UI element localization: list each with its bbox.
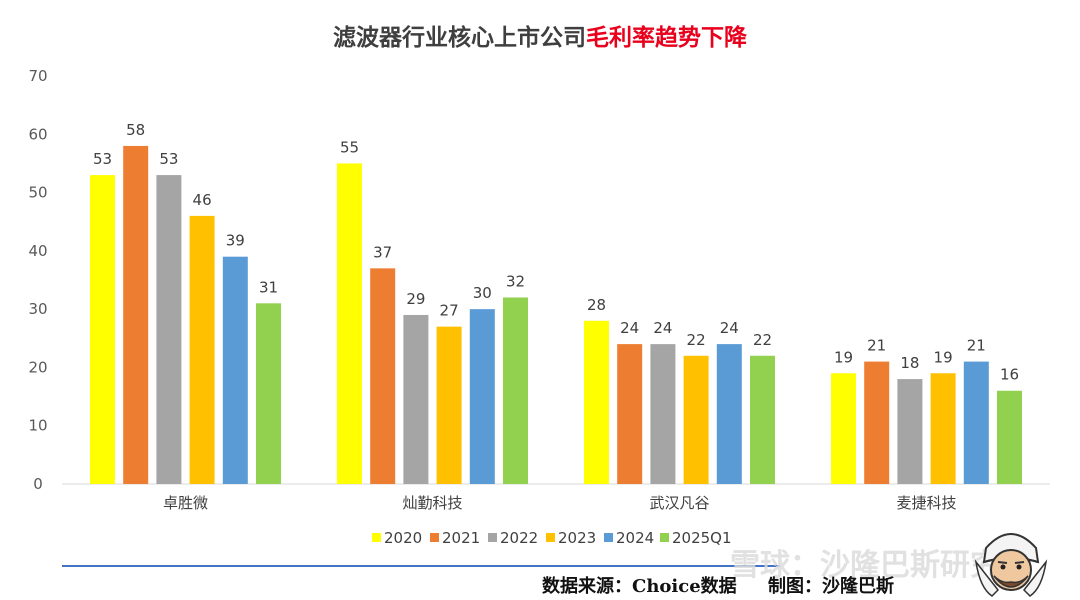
data-label: 46 bbox=[193, 191, 212, 209]
bar bbox=[831, 373, 856, 484]
bar bbox=[156, 175, 182, 485]
data-label: 21 bbox=[967, 337, 986, 355]
data-label: 31 bbox=[259, 278, 278, 296]
data-source-note: 数据来源：Choice数据 制图：沙隆巴斯 bbox=[542, 576, 895, 597]
y-tick-label: 50 bbox=[28, 184, 47, 202]
chart-title-main: 滤波器行业核心上市公司 bbox=[333, 24, 586, 51]
legend-swatch bbox=[604, 533, 613, 542]
bar bbox=[584, 320, 609, 484]
legend-swatch bbox=[546, 533, 555, 542]
legend-label: 2022 bbox=[500, 529, 538, 547]
y-tick-label: 10 bbox=[28, 417, 47, 435]
bar bbox=[189, 215, 215, 484]
y-tick-label: 0 bbox=[33, 475, 43, 493]
legend-swatch bbox=[372, 533, 381, 542]
data-label: 24 bbox=[620, 319, 639, 337]
data-label: 19 bbox=[834, 348, 853, 366]
data-label: 22 bbox=[687, 331, 706, 349]
data-label: 24 bbox=[653, 319, 672, 337]
bar bbox=[716, 344, 742, 484]
data-label: 21 bbox=[867, 337, 886, 355]
data-label: 32 bbox=[506, 272, 525, 290]
bar bbox=[403, 314, 429, 484]
data-label: 27 bbox=[440, 302, 459, 320]
footer-divider bbox=[62, 565, 780, 567]
bar bbox=[469, 309, 495, 484]
y-tick-label: 20 bbox=[28, 358, 47, 376]
bar bbox=[256, 303, 281, 484]
legend-label: 2020 bbox=[384, 529, 422, 547]
y-tick-label: 70 bbox=[28, 67, 47, 85]
bar bbox=[370, 268, 396, 484]
data-label: 28 bbox=[587, 296, 606, 314]
data-label: 19 bbox=[934, 348, 953, 366]
data-label: 55 bbox=[340, 138, 359, 156]
data-label: 39 bbox=[226, 232, 245, 250]
x-tick-label: 武汉凡谷 bbox=[649, 494, 709, 512]
watermark: 雪球：沙隆巴斯研究 bbox=[730, 548, 1000, 583]
data-label: 30 bbox=[473, 284, 492, 302]
data-label: 37 bbox=[373, 243, 392, 261]
bar-chart: 0 10 20 30 40 50 60 70 53 58 53 46 39 31 卓胜微 55 37 29 27 30… bbox=[28, 67, 1050, 547]
bar bbox=[337, 163, 362, 484]
y-tick-label: 60 bbox=[28, 125, 47, 143]
legend-label: 2024 bbox=[616, 529, 654, 547]
bar bbox=[963, 361, 989, 484]
bar bbox=[123, 145, 149, 484]
chart-title: 滤波器行业核心上市公司毛利率趋势下降 bbox=[0, 18, 1080, 52]
bar bbox=[897, 379, 923, 484]
bar bbox=[650, 344, 676, 484]
data-label: 18 bbox=[900, 354, 919, 372]
bar bbox=[750, 355, 775, 484]
data-label: 24 bbox=[720, 319, 739, 337]
y-tick-label: 40 bbox=[28, 242, 47, 260]
legend-label: 2023 bbox=[558, 529, 596, 547]
x-tick-label: 麦捷科技 bbox=[896, 494, 956, 512]
legend-swatch bbox=[660, 533, 669, 542]
bar bbox=[503, 297, 528, 484]
data-label: 22 bbox=[753, 331, 772, 349]
legend-label: 2025Q1 bbox=[672, 529, 732, 547]
bar bbox=[930, 373, 956, 484]
bar bbox=[864, 361, 890, 484]
legend-label: 2021 bbox=[442, 529, 480, 547]
chart-title-highlight: 毛利率趋势下降 bbox=[586, 24, 747, 51]
data-label: 53 bbox=[159, 150, 178, 168]
bar bbox=[436, 326, 462, 484]
x-tick-label: 卓胜微 bbox=[163, 494, 208, 512]
data-label: 53 bbox=[93, 150, 112, 168]
legend-swatch bbox=[488, 533, 497, 542]
data-label: 58 bbox=[126, 121, 145, 139]
bar bbox=[617, 344, 643, 484]
y-tick-label: 30 bbox=[28, 300, 47, 318]
bar bbox=[997, 390, 1022, 484]
data-label: 16 bbox=[1000, 366, 1019, 384]
bar bbox=[222, 256, 248, 484]
mascot-icon bbox=[974, 533, 1048, 597]
data-label: 29 bbox=[406, 290, 425, 308]
bar bbox=[683, 355, 709, 484]
bar bbox=[90, 175, 115, 485]
legend-swatch bbox=[430, 533, 439, 542]
x-tick-label: 灿勤科技 bbox=[402, 494, 462, 512]
